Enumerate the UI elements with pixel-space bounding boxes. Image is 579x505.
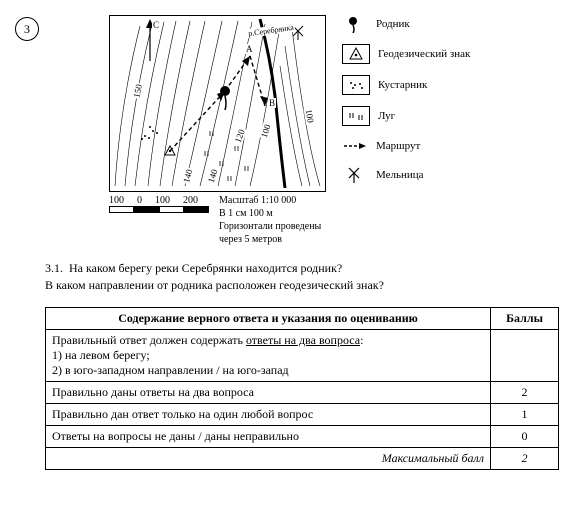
rubric-row3-text: Правильно дан ответ только на один любой… [46, 403, 491, 425]
rubric-row3: Правильно дан ответ только на один любой… [46, 403, 559, 425]
question-block: 3.1. На каком берегу реки Серебрянки нах… [45, 260, 564, 295]
rubric-header-points: Баллы [491, 307, 559, 329]
legend-route: Маршрут [342, 137, 470, 155]
legend-meadow: Луг [342, 106, 470, 126]
point-b-label: В [268, 98, 276, 108]
rubric-table: Содержание верного ответа и указания по … [45, 307, 559, 470]
rubric-header-row: Содержание верного ответа и указания по … [46, 307, 559, 329]
question-line1: На каком берегу реки Серебрянки находитс… [69, 261, 342, 275]
legend-spring-label: Родник [376, 18, 410, 30]
answer-1: 1) на левом берегу; [52, 348, 150, 362]
legend-shrub-label: Кустарник [378, 79, 427, 91]
rubric-row2: Правильно даны ответы на два вопроса 2 [46, 381, 559, 403]
legend-mill: Мельница [342, 166, 470, 184]
top-row: 3 [15, 15, 564, 246]
rubric-row2-pts: 2 [491, 381, 559, 403]
geodetic-icon [342, 44, 370, 64]
legend-meadow-label: Луг [378, 110, 395, 122]
rubric-row4-pts: 0 [491, 425, 559, 447]
scale-labels: 100 0 100 200 [109, 195, 209, 206]
scale-title: Масштаб 1:10 000 [219, 194, 324, 207]
legend-geodetic-label: Геодезический знак [378, 48, 470, 60]
scale-val-1: 0 [137, 195, 142, 206]
legend-shrub: Кустарник [342, 75, 470, 95]
spring-icon [342, 15, 368, 33]
scale-note: Горизонтали проведены через 5 метров [219, 220, 324, 246]
point-a-label: А [245, 44, 254, 54]
map-and-legend: С А В р.Серебрянка 150 140 120 100 100 1… [109, 15, 470, 246]
scale-val-0: 100 [109, 195, 124, 206]
rubric-row4: Ответы на вопросы не даны / даны неправи… [46, 425, 559, 447]
rubric-row2-text: Правильно даны ответы на два вопроса [46, 381, 491, 403]
scale-bar [109, 206, 209, 213]
scale-sub: В 1 см 100 м [219, 207, 324, 220]
legend: Родник Геодезический знак Кустарник Луг [342, 15, 470, 246]
rubric-row3-pts: 1 [491, 403, 559, 425]
rubric-answer-row: Правильный ответ должен содержать ответы… [46, 329, 559, 381]
north-label: С [152, 20, 160, 30]
scale-val-3: 200 [183, 195, 198, 206]
rubric-max-pts: 2 [491, 447, 559, 469]
rubric-max-label: Максимальный балл [46, 447, 491, 469]
shrub-icon [342, 75, 370, 95]
answer-colon: : [360, 333, 363, 347]
scale-text: Масштаб 1:10 000 В 1 см 100 м Горизонтал… [219, 194, 324, 246]
question-num: 3.1. [45, 261, 63, 275]
legend-route-label: Маршрут [376, 140, 420, 152]
rubric-answer-cell: Правильный ответ должен содержать ответы… [46, 329, 491, 381]
topographic-map [110, 16, 325, 191]
answer-intro-u: ответы на два вопроса [246, 333, 360, 347]
rubric-header-content: Содержание верного ответа и указания по … [46, 307, 491, 329]
map-frame: С А В р.Серебрянка 150 140 120 100 100 1… [109, 15, 326, 192]
legend-geodetic: Геодезический знак [342, 44, 470, 64]
meadow-icon [342, 106, 370, 126]
legend-mill-label: Мельница [376, 169, 424, 181]
map-box: С А В р.Серебрянка 150 140 120 100 100 1… [109, 15, 324, 246]
question-number-circle: 3 [15, 17, 39, 41]
scale-block: 100 0 100 200 [109, 194, 209, 213]
mill-icon [342, 166, 368, 184]
rubric-max-row: Максимальный балл 2 [46, 447, 559, 469]
answer-2: 2) в юго-западном направлении / на юго-з… [52, 363, 289, 377]
rubric-row4-text: Ответы на вопросы не даны / даны неправи… [46, 425, 491, 447]
answer-intro: Правильный ответ должен содержать [52, 333, 246, 347]
legend-spring: Родник [342, 15, 470, 33]
question-number: 3 [24, 22, 30, 37]
rubric-answer-pts [491, 329, 559, 381]
question-line2: В каком направлении от родника расположе… [45, 278, 384, 292]
scale-val-2: 100 [155, 195, 170, 206]
route-icon [342, 137, 368, 155]
